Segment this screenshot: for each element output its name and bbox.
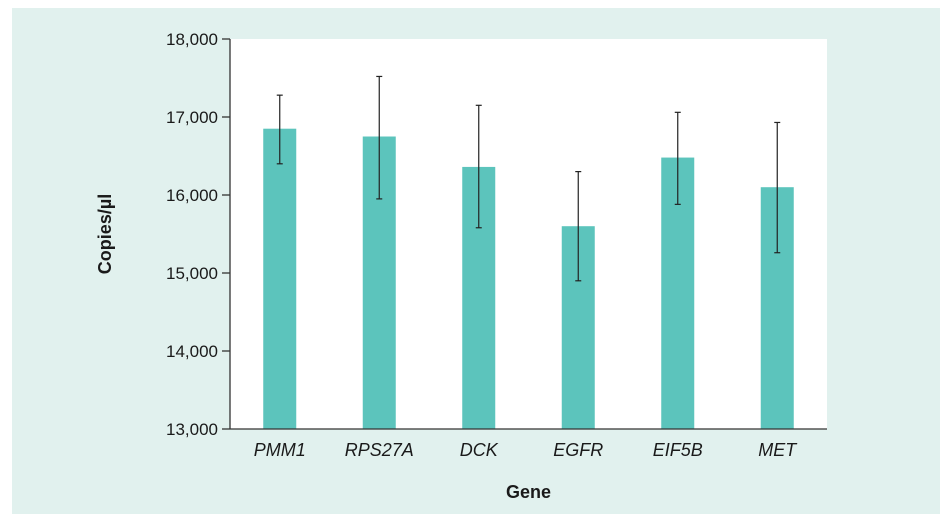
- x-axis: PMM1 RPS27A DCK EGFR EIF5B MET: [230, 428, 827, 460]
- x-tick-label: EIF5B: [653, 440, 703, 460]
- y-tick-label: 13,000: [166, 420, 218, 439]
- x-tick-label: RPS27A: [345, 440, 414, 460]
- bar-chart: 13,000 14,000 15,000 16,000 17,000 18,000 PMM…: [95, 30, 827, 502]
- y-tick-label: 18,000: [166, 30, 218, 49]
- y-tick-label: 14,000: [166, 342, 218, 361]
- x-tick-label: EGFR: [553, 440, 603, 460]
- figure-panel: 13,000 14,000 15,000 16,000 17,000 18,000 PMM…: [12, 8, 940, 514]
- y-tick-label: 15,000: [166, 264, 218, 283]
- y-axis: 13,000 14,000 15,000 16,000 17,000 18,000: [166, 30, 231, 439]
- x-axis-title: Gene: [506, 482, 551, 502]
- error-bars-group: [276, 75, 781, 282]
- y-tick-label: 17,000: [166, 108, 218, 127]
- y-tick-label: 16,000: [166, 186, 218, 205]
- plot-area: [230, 39, 827, 429]
- x-tick-label: MET: [758, 440, 798, 460]
- bar-pmm1: [263, 128, 297, 429]
- y-axis-title: Copies/µl: [95, 194, 115, 274]
- x-tick-label: DCK: [460, 440, 499, 460]
- x-tick-label: PMM1: [254, 440, 306, 460]
